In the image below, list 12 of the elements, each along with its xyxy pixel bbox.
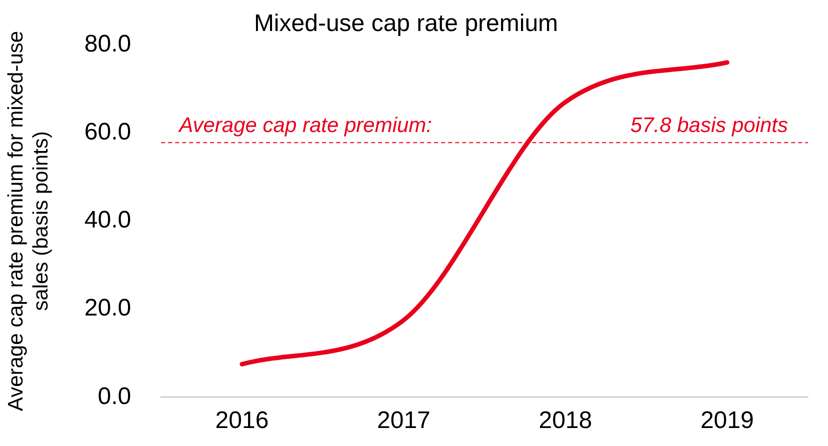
- y-tick-label: 80.0: [84, 30, 132, 58]
- y-tick-label: 0.0: [98, 382, 132, 410]
- y-tick-label: 40.0: [84, 206, 132, 234]
- chart-title: Mixed-use cap rate premium: [254, 10, 558, 38]
- x-tick-label: 2019: [700, 407, 754, 434]
- x-tick-label: 2018: [538, 407, 592, 434]
- y-tick-label: 20.0: [84, 294, 132, 322]
- y-tick-label: 60.0: [84, 118, 132, 146]
- x-tick-label: 2017: [377, 407, 430, 434]
- y-axis-title: Average cap rate premium for mixed-use sales (basis points): [4, 30, 53, 412]
- x-tick-label: 2016: [215, 407, 269, 434]
- text: Average cap rate premium: 57.8 basis points: [179, 114, 788, 137]
